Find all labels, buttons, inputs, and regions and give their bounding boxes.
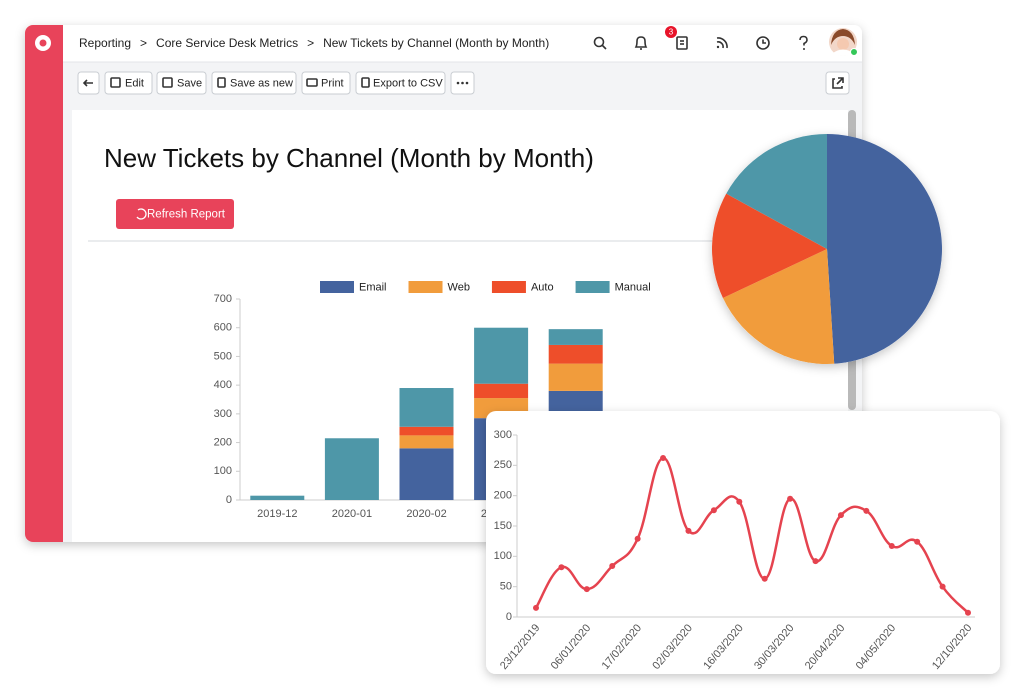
avatar[interactable] xyxy=(829,28,858,56)
legend-swatch xyxy=(575,281,610,293)
y-tick-label: 600 xyxy=(214,322,232,334)
bar-segment xyxy=(548,329,603,345)
line-point xyxy=(965,609,971,616)
pie-slice xyxy=(726,134,827,249)
line-point xyxy=(634,535,641,542)
help-icon[interactable] xyxy=(799,35,808,51)
rss-icon[interactable] xyxy=(716,37,728,49)
x-tick-label: 2019-12 xyxy=(257,508,297,520)
y-tick-label: 500 xyxy=(214,350,232,362)
line-point xyxy=(939,583,946,590)
button-label: Save as new xyxy=(230,77,293,89)
tasks-icon[interactable] xyxy=(676,36,688,50)
button-label: Refresh Report xyxy=(147,209,226,221)
y-tick-label: 100 xyxy=(214,465,232,477)
button-label: Print xyxy=(321,77,344,89)
button-label: Edit xyxy=(125,77,144,89)
line-point xyxy=(863,507,870,514)
edit-button[interactable]: Edit xyxy=(104,71,153,95)
logo-inner xyxy=(39,39,47,47)
y-tick-label: 400 xyxy=(214,379,232,391)
legend-label: Auto xyxy=(531,281,554,293)
line-point xyxy=(533,604,539,611)
notification-badge xyxy=(665,26,677,38)
line-point xyxy=(660,455,667,462)
bar-segment xyxy=(250,495,305,500)
y-tick-label: 200 xyxy=(494,490,512,502)
y-tick-label: 0 xyxy=(226,494,232,506)
line-point xyxy=(710,507,717,514)
button-label: Export to CSV xyxy=(373,77,443,89)
bar-segment xyxy=(399,448,454,500)
line-point xyxy=(888,543,895,550)
pie-slice xyxy=(722,249,835,364)
open-external-button[interactable] xyxy=(825,71,850,95)
y-tick-label: 150 xyxy=(494,520,512,532)
pie-chart xyxy=(712,134,942,364)
line-point xyxy=(837,512,844,519)
refresh-button[interactable]: Refresh Report xyxy=(116,199,234,229)
y-tick-label: 300 xyxy=(494,429,512,441)
crumb-separator: > xyxy=(307,36,314,50)
crumb: New Tickets by Channel (Month by Month) xyxy=(323,36,549,50)
back-button[interactable] xyxy=(77,71,100,95)
line-point xyxy=(685,527,692,534)
bar-segment xyxy=(399,435,454,449)
badge-count: 3 xyxy=(669,28,674,37)
crumb[interactable]: Core Service Desk Metrics xyxy=(156,36,298,50)
y-tick-label: 100 xyxy=(494,550,512,562)
line-point xyxy=(609,563,616,570)
x-tick-label: 2020-01 xyxy=(332,508,372,520)
line-point xyxy=(914,538,921,545)
pie-slice xyxy=(712,193,827,298)
pie-slice xyxy=(827,134,942,364)
report-title: New Tickets by Channel (Month by Month) xyxy=(104,143,594,173)
line-point xyxy=(558,564,565,571)
bar-segment xyxy=(548,363,603,391)
bar-segment xyxy=(548,344,603,364)
line-point xyxy=(761,575,768,582)
y-tick-label: 50 xyxy=(500,581,512,593)
legend-label: Web xyxy=(448,281,470,293)
y-tick-label: 200 xyxy=(214,436,232,448)
bar-chart: 0 100 200 300 400 500 600 700 2019-12 2020-01 2020… xyxy=(214,281,651,520)
line-point xyxy=(812,558,819,565)
x-tick-label: 2020-02 xyxy=(406,508,446,520)
y-tick-label: 700 xyxy=(214,293,232,305)
bar-segment xyxy=(399,388,454,427)
button-label: Save xyxy=(177,77,202,89)
legend-label: Manual xyxy=(615,281,651,293)
line-point xyxy=(787,495,794,502)
more-button[interactable] xyxy=(450,71,475,95)
breadcrumb: Reporting > Core Service Desk Metrics > New … xyxy=(79,36,549,50)
line-chart-card xyxy=(486,411,1000,674)
crumb[interactable]: Reporting xyxy=(79,36,131,50)
bar-segment xyxy=(324,438,379,500)
export-button[interactable]: Export to CSV xyxy=(355,71,446,95)
bell-icon[interactable] xyxy=(634,36,648,50)
legend-swatch xyxy=(491,281,526,293)
y-tick-label: 300 xyxy=(214,408,232,420)
line-point xyxy=(736,498,743,505)
line-point xyxy=(583,586,590,593)
sidebar-edge xyxy=(50,25,63,542)
clock-icon[interactable] xyxy=(756,36,770,50)
bar-segment xyxy=(474,383,529,399)
y-tick-label: 0 xyxy=(506,611,512,623)
bar-segment xyxy=(474,327,529,384)
bar-segment xyxy=(399,426,454,436)
print-button[interactable]: Print xyxy=(301,71,351,95)
save-button[interactable]: Save xyxy=(156,71,207,95)
save-as-new-button[interactable]: Save as new xyxy=(211,71,297,95)
legend-swatch xyxy=(408,281,443,293)
legend-swatch xyxy=(320,281,354,293)
search-icon[interactable] xyxy=(593,36,607,50)
legend-label: Email xyxy=(359,281,387,293)
crumb-separator: > xyxy=(140,36,147,50)
y-tick-label: 250 xyxy=(494,459,512,471)
